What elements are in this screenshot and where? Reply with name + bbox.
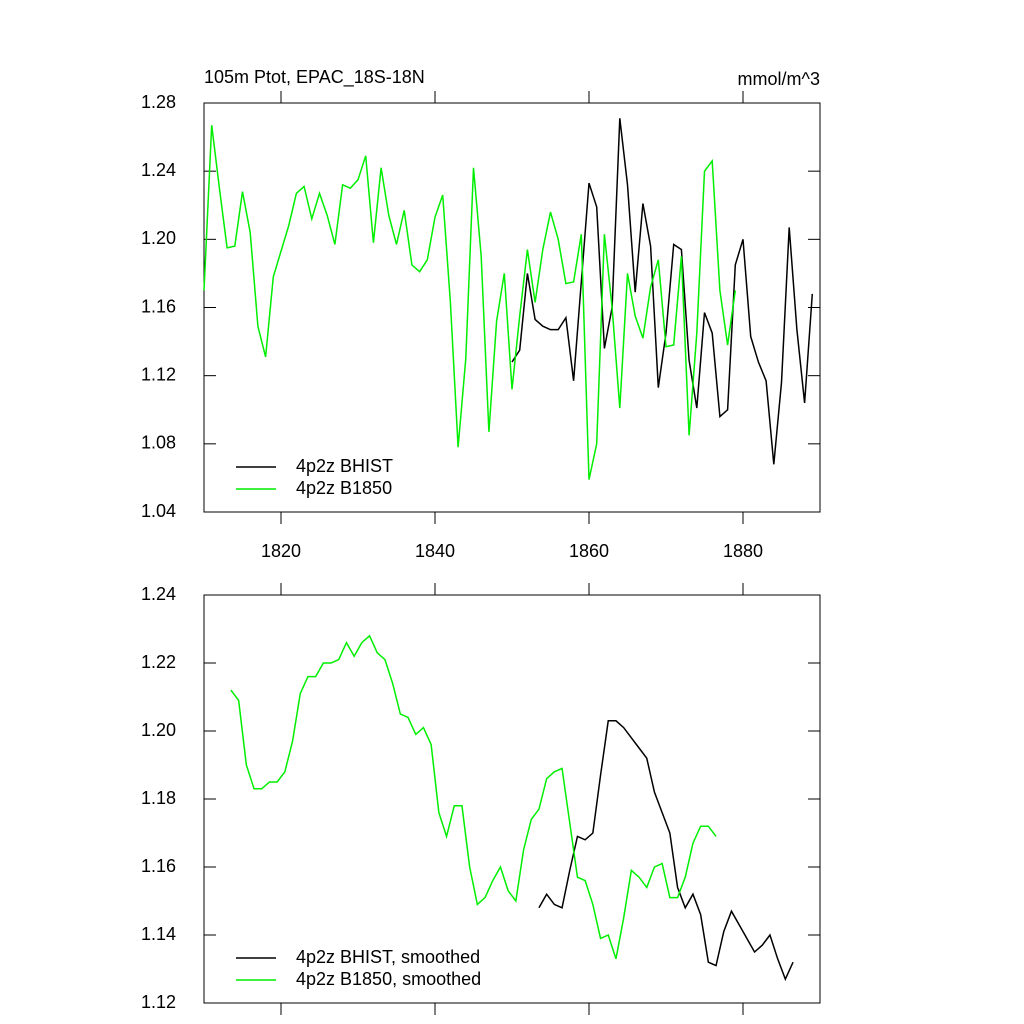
data-line — [203, 125, 737, 480]
legend-label: 4p2z B1850 — [296, 478, 392, 498]
y-tick-label: 1.24 — [141, 584, 176, 604]
data-line — [230, 634, 717, 960]
y-tick-label: 1.28 — [141, 92, 176, 112]
x-tick-label: 1840 — [415, 541, 455, 561]
x-tick-label: 1880 — [723, 541, 763, 561]
units-label: mmol/m^3 — [738, 69, 820, 89]
x-tick-label: 1820 — [261, 541, 301, 561]
chart-title: 105m Ptot, EPAC_18S-18N — [204, 67, 425, 88]
y-tick-label: 1.20 — [141, 720, 176, 740]
plot-frame — [203, 102, 821, 513]
data-line — [511, 118, 814, 465]
y-tick-label: 1.16 — [141, 856, 176, 876]
y-tick-label: 1.20 — [141, 228, 176, 248]
y-tick-label: 1.12 — [141, 992, 176, 1012]
y-tick-label: 1.04 — [141, 501, 176, 521]
x-tick-label: 1860 — [569, 541, 609, 561]
data-line — [538, 720, 794, 982]
y-tick-label: 1.12 — [141, 364, 176, 384]
y-tick-label: 1.22 — [141, 652, 176, 672]
y-tick-label: 1.08 — [141, 433, 176, 453]
plot-frame — [203, 594, 821, 1004]
y-tick-label: 1.18 — [141, 788, 176, 808]
y-tick-label: 1.14 — [141, 924, 176, 944]
legend-label: 4p2z BHIST — [296, 456, 393, 476]
legend-label: 4p2z B1850, smoothed — [296, 969, 481, 989]
y-tick-label: 1.16 — [141, 296, 176, 316]
legend-label: 4p2z BHIST, smoothed — [296, 947, 480, 967]
y-tick-label: 1.24 — [141, 160, 176, 180]
